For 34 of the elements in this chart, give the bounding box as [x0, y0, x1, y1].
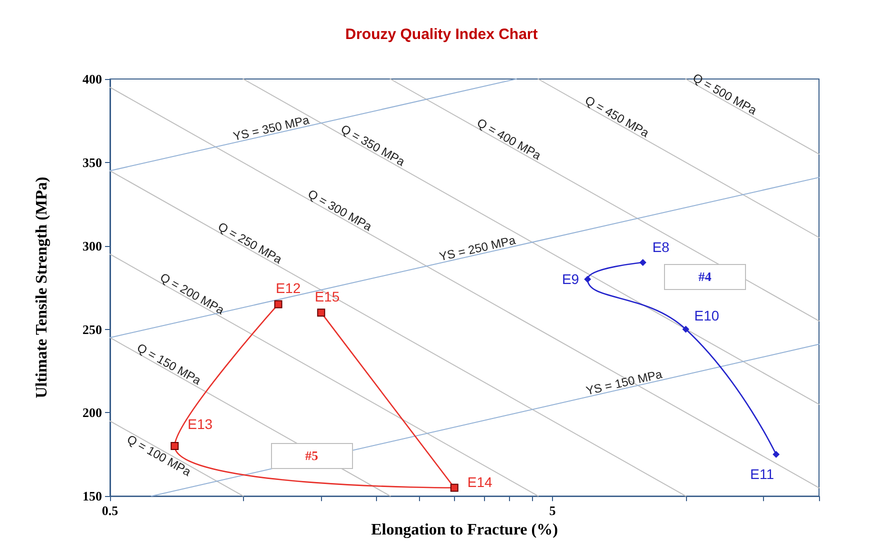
text: YS = 350 MPa [232, 112, 311, 144]
text: Q = 150 MPa [134, 340, 204, 388]
data-label: E15 [314, 288, 340, 305]
y-tick-label: 300 [82, 238, 102, 254]
data-label: E9 [562, 271, 580, 288]
series-label: #5 [305, 448, 318, 464]
x-tick-label: 5 [549, 503, 556, 518]
text: Q = 450 MPa [582, 93, 652, 140]
data-label: E11 [750, 466, 774, 482]
data-label: E14 [467, 474, 492, 490]
text: YS = 250 MPa [438, 233, 518, 264]
x-tick-label: 0.5 [102, 503, 119, 518]
text: Q = 400 MPa [474, 116, 544, 163]
y-tick-label: 150 [82, 488, 102, 504]
label-box: #4 [664, 264, 746, 290]
text: Q = 200 MPa [158, 270, 227, 318]
y-tick-label: 200 [82, 405, 102, 420]
text: Q = 350 MPa [338, 122, 408, 170]
data-label: E13 [188, 416, 213, 432]
text: Q = 250 MPa [216, 219, 285, 267]
chart-title: Drouzy Quality Index Chart [345, 26, 538, 43]
y-tick-label: 400 [82, 72, 102, 86]
y-tick-label: 350 [82, 154, 102, 170]
text: Q = 500 MPa [690, 70, 760, 118]
text: Q = 100 MPa [124, 432, 194, 480]
x-axis-title: Elongation to Fracture (%) [371, 522, 558, 538]
y-tick-label: 250 [82, 322, 102, 337]
data-label: E12 [276, 280, 301, 296]
data-label: E8 [652, 239, 670, 256]
data-label: E10 [694, 307, 720, 324]
text: YS = 150 MPa [584, 366, 664, 398]
label-box: #5 [270, 443, 353, 470]
text: Q = 300 MPa [305, 186, 374, 234]
y-axis-title: Ultimate Tensile Strength (MPa) [34, 176, 50, 398]
